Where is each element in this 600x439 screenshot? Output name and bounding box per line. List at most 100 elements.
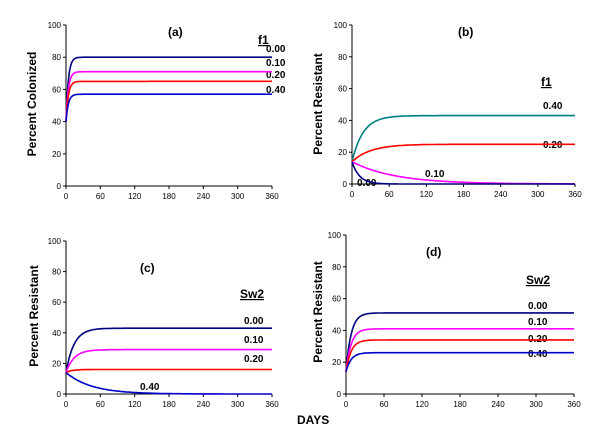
y-tick-label: 20 xyxy=(332,358,341,367)
y-tick-label: 40 xyxy=(52,118,61,127)
series-label-3: 0.40 xyxy=(266,85,286,96)
series-line-2 xyxy=(351,161,575,185)
y-tick-label: 20 xyxy=(52,359,61,368)
x-tick-label: 240 xyxy=(197,192,211,201)
x-tick-label: 60 xyxy=(96,400,105,409)
series-line-0 xyxy=(65,56,272,122)
series-line-1 xyxy=(65,70,272,122)
x-tick-label: 360 xyxy=(265,192,279,201)
x-tick-label: 60 xyxy=(385,190,394,199)
x-tick-label: 360 xyxy=(265,400,279,409)
x-tick-label: 120 xyxy=(128,400,142,409)
series-label-2: 0.20 xyxy=(266,70,286,81)
x-tick-label: 300 xyxy=(231,192,245,201)
panel-a: Percent Colonized (a) f1 0.00 0.10 0.20 … xyxy=(25,21,286,201)
x-tick-label: 240 xyxy=(197,400,211,409)
series-label-0: 0.40 xyxy=(543,101,563,112)
y-tick-label: 0 xyxy=(57,182,62,191)
y-tick-label: 80 xyxy=(52,53,61,62)
y-tick-label: 100 xyxy=(334,21,348,30)
y-tick-label: 20 xyxy=(338,148,347,157)
panel-title: (a) xyxy=(168,25,183,39)
x-tick-label: 120 xyxy=(128,192,142,201)
y-tick-label: 0 xyxy=(343,180,348,189)
series-label-2: 0.10 xyxy=(425,169,445,180)
series-line-1 xyxy=(351,143,575,163)
series-label-1: 0.10 xyxy=(266,58,286,69)
x-tick-label: 180 xyxy=(162,400,176,409)
series-line-3 xyxy=(351,161,575,185)
y-axis-label: Percent Resistant xyxy=(311,53,325,154)
x-tick-label: 0 xyxy=(64,192,69,201)
series-line-3 xyxy=(65,93,272,122)
panel-b: Percent Resistant (b) f1 0.40 0.20 0.10 … xyxy=(311,21,582,199)
x-tick-label: 360 xyxy=(568,190,582,199)
y-tick-label: 0 xyxy=(57,390,62,399)
x-tick-label: 180 xyxy=(453,400,467,409)
series-label-2: 0.20 xyxy=(244,354,264,365)
series-label-1: 0.20 xyxy=(543,140,563,151)
y-tick-label: 100 xyxy=(48,21,62,30)
y-tick-label: 40 xyxy=(332,326,341,335)
x-axis-label: DAYS xyxy=(297,413,329,427)
x-tick-label: 60 xyxy=(96,192,105,201)
series-line-3 xyxy=(65,371,272,395)
y-tick-label: 20 xyxy=(52,150,61,159)
panel-title: (d) xyxy=(426,245,441,259)
y-tick-label: 80 xyxy=(52,268,61,277)
series-label-0: 0.00 xyxy=(266,44,286,55)
y-tick-label: 100 xyxy=(48,237,62,246)
x-tick-label: 300 xyxy=(231,400,245,409)
x-tick-label: 180 xyxy=(162,192,176,201)
y-tick-label: 60 xyxy=(332,295,341,304)
y-tick-label: 60 xyxy=(52,298,61,307)
x-tick-label: 60 xyxy=(380,400,389,409)
series-line-2 xyxy=(65,80,272,122)
x-tick-label: 120 xyxy=(420,190,434,199)
panel-title: (c) xyxy=(140,261,155,275)
y-tick-label: 100 xyxy=(328,231,342,240)
series-line-3 xyxy=(345,351,574,372)
x-tick-label: 0 xyxy=(64,400,69,409)
series-label-1: 0.10 xyxy=(528,317,548,328)
x-tick-label: 300 xyxy=(531,190,545,199)
series-label-0: 0.00 xyxy=(528,301,548,312)
x-tick-label: 360 xyxy=(567,400,581,409)
panel-d: Percent Resistant (d) Sw2 0.00 0.10 0.20… xyxy=(311,231,581,409)
x-tick-label: 0 xyxy=(344,400,349,409)
legend-title: f1 xyxy=(258,33,269,47)
legend-title: f1 xyxy=(541,75,552,89)
series-line-1 xyxy=(345,328,574,372)
x-tick-label: 120 xyxy=(415,400,429,409)
series-line-2 xyxy=(345,339,574,372)
x-tick-label: 300 xyxy=(529,400,543,409)
panel-c: Percent Resistant (c) Sw2 0.00 0.10 0.20… xyxy=(27,237,279,409)
series-line-0 xyxy=(65,327,272,373)
series-line-0 xyxy=(351,114,575,162)
series-label-0: 0.00 xyxy=(244,316,264,327)
series-line-0 xyxy=(345,312,574,372)
y-axis-label: Percent Colonized xyxy=(25,52,39,157)
series-line-2 xyxy=(65,368,272,374)
panel-title: (b) xyxy=(458,25,473,39)
legend-title: Sw2 xyxy=(240,287,264,301)
y-tick-label: 80 xyxy=(332,263,341,272)
y-axis-label: Percent Resistant xyxy=(27,265,41,366)
y-tick-label: 60 xyxy=(338,85,347,94)
legend-title: Sw2 xyxy=(526,273,550,287)
x-tick-label: 180 xyxy=(457,190,471,199)
x-tick-label: 240 xyxy=(494,190,508,199)
series-label-3: 0.40 xyxy=(140,382,160,393)
x-tick-label: 0 xyxy=(350,190,355,199)
y-axis-label: Percent Resistant xyxy=(311,261,325,362)
y-tick-label: 80 xyxy=(338,53,347,62)
y-tick-label: 40 xyxy=(52,329,61,338)
series-label-3: 0.40 xyxy=(528,349,548,360)
y-tick-label: 0 xyxy=(337,390,342,399)
series-label-1: 0.10 xyxy=(244,335,264,346)
series-line-1 xyxy=(65,348,272,373)
y-tick-label: 60 xyxy=(52,85,61,94)
y-tick-label: 40 xyxy=(338,116,347,125)
x-tick-label: 240 xyxy=(491,400,505,409)
